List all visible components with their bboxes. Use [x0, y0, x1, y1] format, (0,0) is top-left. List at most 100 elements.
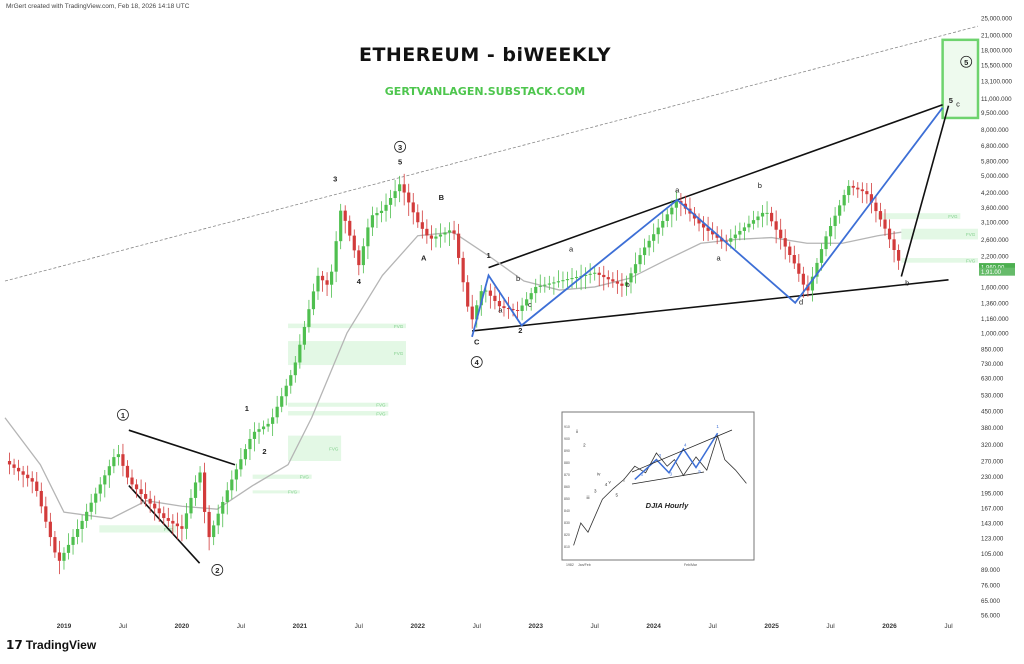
- x-tick-label: Jul: [355, 623, 364, 630]
- candle-body: [184, 513, 189, 529]
- candle-body: [593, 272, 597, 274]
- fvg-label: FVG: [329, 446, 339, 451]
- y-tick-label: 630.000: [981, 376, 1004, 383]
- inset-y-label: 820: [564, 533, 570, 537]
- candle-body: [107, 466, 111, 476]
- y-tick-label: 530.000: [981, 393, 1004, 400]
- candle-body: [121, 454, 125, 466]
- fvg-zone: [288, 411, 389, 416]
- inset-y-label: 870: [564, 473, 570, 477]
- inset-trendline-upper: [631, 429, 733, 473]
- inset-trendline-lower: [631, 471, 705, 485]
- inset-wave-label: 4: [684, 442, 687, 447]
- candle-body: [252, 431, 257, 439]
- inset-wave-label: 3: [594, 489, 597, 494]
- candle-body: [842, 195, 846, 206]
- wave-label: 3: [333, 175, 337, 184]
- y-axis[interactable]: 25,000.000 21,000.000 18,000.000 15,500.000…: [979, 16, 1015, 620]
- candle-body: [388, 198, 393, 205]
- candle-body: [66, 544, 71, 553]
- candle-body: [692, 213, 697, 219]
- y-tick-label: 123.000: [981, 535, 1004, 542]
- y-tick-label: 5,000.000: [981, 173, 1009, 180]
- candle-body: [897, 249, 901, 261]
- candle-body: [588, 273, 592, 275]
- candle-body: [271, 417, 275, 424]
- candle-body: [647, 240, 651, 248]
- tradingview-logo[interactable]: 𝟭𝟳 TradingView: [6, 638, 96, 652]
- y-tick-label: 2,200.000: [981, 253, 1009, 260]
- target-box: [941, 38, 980, 120]
- candle-body: [770, 212, 774, 222]
- y-tick-label: 11,000.000: [981, 96, 1012, 103]
- candle-body: [85, 511, 89, 521]
- candle-body: [574, 276, 579, 279]
- candle-body: [35, 481, 39, 491]
- candle-body: [556, 281, 561, 283]
- candle-body: [461, 257, 465, 283]
- y-tick-label: 730.000: [981, 361, 1004, 368]
- candle-body: [828, 226, 833, 237]
- wave-label: 4: [357, 277, 362, 286]
- candle-body: [488, 290, 492, 296]
- candle-body: [443, 232, 447, 235]
- trendlines: [4, 25, 979, 564]
- wave-label: c: [528, 300, 532, 309]
- candle-body: [44, 506, 48, 522]
- candle-body: [434, 236, 438, 239]
- x-tick-label: 2020: [175, 623, 190, 630]
- y-tick-label: 320.000: [981, 442, 1004, 449]
- candle-body: [534, 286, 538, 294]
- wave-label: B: [439, 193, 445, 202]
- trendline: [471, 279, 949, 332]
- candle-body: [180, 526, 184, 529]
- candle-body: [379, 210, 384, 214]
- y-tick-label: 1,160.000: [981, 316, 1009, 323]
- candle-body: [824, 236, 828, 250]
- y-tick-label: 6,800.000: [981, 143, 1009, 150]
- candle-body: [71, 536, 75, 545]
- candle-body: [652, 234, 656, 241]
- candle-body: [479, 291, 483, 306]
- candle-body: [565, 279, 570, 281]
- inset-y-label: 830: [564, 521, 570, 525]
- inset-wave-label: 5: [616, 493, 619, 498]
- price-tag: [979, 263, 1015, 272]
- inset-x-label: 1982: [566, 563, 574, 567]
- candle-body: [665, 214, 669, 221]
- candle-body: [457, 233, 461, 258]
- x-axis[interactable]: 2019 Jul 2020 Jul 2021 Jul 2022 Jul 2023 Jul 2024 J…: [57, 623, 953, 630]
- wave-label: 1: [486, 251, 490, 260]
- candle-body: [370, 215, 375, 228]
- chart-subtitle[interactable]: GERTVANLAGEN.SUBSTACK.COM: [384, 85, 586, 98]
- x-tick-label: Jul: [473, 623, 482, 630]
- candle-body: [393, 191, 397, 199]
- tradingview-logo-icon: 𝟭𝟳: [6, 638, 23, 652]
- wave-label-circle: [960, 55, 973, 68]
- x-tick-label: 2025: [764, 623, 779, 630]
- candle-body: [711, 230, 715, 235]
- candle-body: [230, 479, 234, 491]
- candle-body: [275, 406, 279, 418]
- candle-body: [130, 477, 134, 485]
- candle-body: [883, 219, 887, 229]
- candle-body: [733, 234, 737, 239]
- candle-body: [207, 511, 211, 538]
- wave-label: C: [474, 337, 480, 346]
- candle-body: [284, 385, 288, 397]
- candle-body: [447, 230, 452, 233]
- candle-body: [339, 210, 343, 242]
- candle-body: [307, 309, 311, 327]
- wave-label: 2: [518, 326, 522, 335]
- candle-body: [425, 228, 429, 236]
- candle-body: [407, 192, 411, 203]
- candle-body: [878, 211, 883, 220]
- candle-body: [788, 246, 792, 255]
- inset-wave-label: 1: [716, 424, 719, 429]
- y-tick-label: 89.000: [981, 567, 1000, 574]
- wave-label: 1: [121, 411, 125, 420]
- candle-body: [493, 295, 497, 301]
- candle-body: [398, 184, 402, 192]
